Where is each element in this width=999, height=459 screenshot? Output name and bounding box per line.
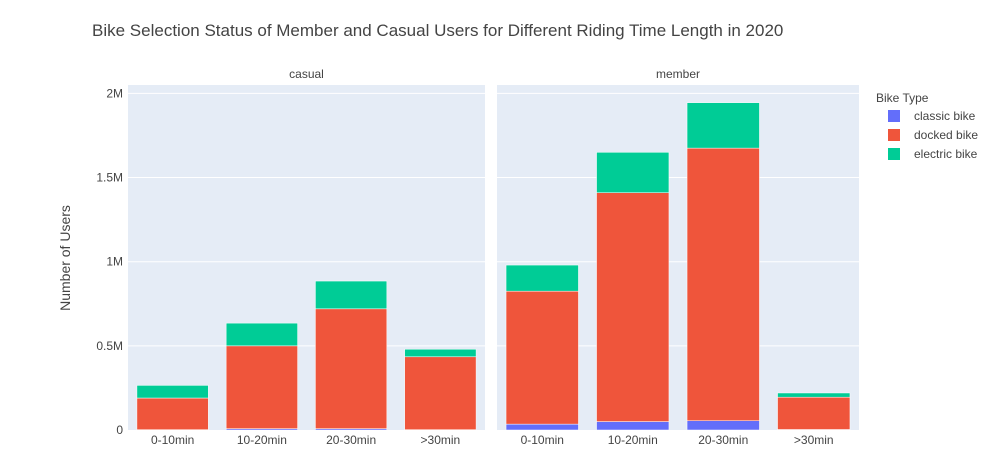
x-tick-label: >30min [421, 433, 461, 447]
x-tick-label: 10-20min [608, 433, 658, 447]
x-tick-label: 10-20min [237, 433, 287, 447]
legend-label: electric bike [914, 147, 978, 161]
x-tick-label: 20-30min [326, 433, 376, 447]
bar-member-electric-bike-2 [686, 102, 760, 149]
bar-casual-electric-bike-3 [404, 348, 477, 358]
bar-member-docked-bike-3 [777, 396, 851, 430]
bar-member-docked-bike-0 [505, 290, 579, 425]
y-tick-label: 1.5M [96, 171, 123, 185]
bar-member-docked-bike-1 [596, 192, 670, 422]
y-tick-label: 0.5M [96, 339, 123, 353]
x-tick-label: 20-30min [698, 433, 748, 447]
legend-label: docked bike [914, 128, 978, 142]
bar-casual-electric-bike-1 [225, 322, 298, 347]
bar-casual-docked-bike-2 [315, 308, 388, 429]
facet-label-member: member [656, 67, 700, 81]
bar-casual-docked-bike-0 [136, 397, 209, 430]
legend-swatch [888, 110, 900, 122]
legend-swatch [888, 129, 900, 141]
legend-swatch [888, 148, 900, 160]
bar-casual-electric-bike-0 [136, 385, 209, 399]
bar-member-electric-bike-0 [505, 264, 579, 292]
x-tick-label: 0-10min [151, 433, 194, 447]
bar-casual-electric-bike-2 [315, 280, 388, 310]
legend-title: Bike Type [876, 91, 929, 105]
y-tick-label: 1M [106, 255, 123, 269]
chart-title: Bike Selection Status of Member and Casu… [92, 21, 783, 40]
legend: Bike Type classic bike docked bike electri… [876, 91, 978, 161]
bar-member-electric-bike-1 [596, 152, 670, 193]
bar-member-classic-bike-1 [596, 421, 670, 431]
x-tick-label: >30min [794, 433, 834, 447]
bar-member-electric-bike-3 [777, 392, 851, 398]
bar-member-classic-bike-0 [505, 423, 579, 431]
y-tick-label: 0 [116, 423, 123, 437]
facet-label-casual: casual [289, 67, 324, 81]
legend-label: classic bike [914, 109, 976, 123]
x-tick-label: 0-10min [521, 433, 564, 447]
bar-member-docked-bike-2 [686, 147, 760, 421]
bar-member-classic-bike-2 [686, 420, 760, 431]
bar-casual-docked-bike-1 [225, 345, 298, 429]
y-tick-label: 2M [106, 86, 123, 100]
bar-casual-docked-bike-3 [404, 356, 477, 430]
y-axis-label: Number of Users [57, 205, 73, 311]
